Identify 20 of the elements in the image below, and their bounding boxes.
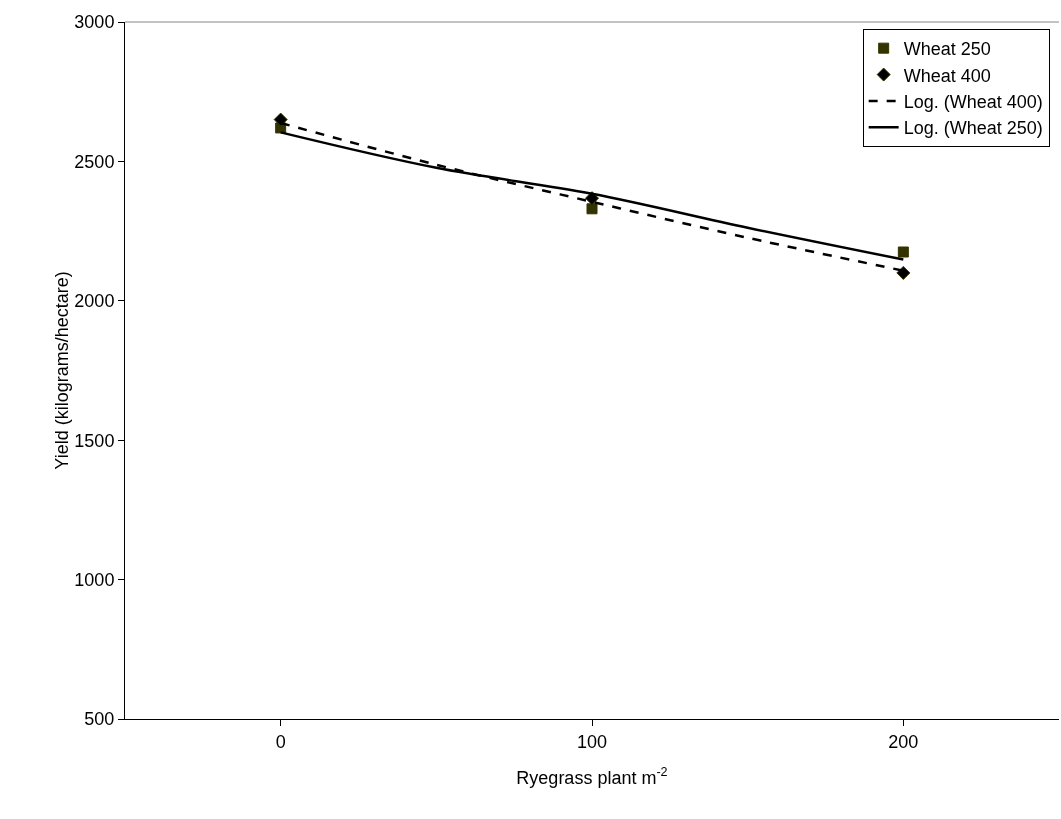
y-tick-label: 2000 [74, 291, 115, 312]
y-axis-title: Yield (kilograms/hectare) [52, 271, 73, 470]
y-tick-label: 500 [84, 709, 115, 730]
y-tick-label: 1500 [74, 430, 115, 451]
x-axis-title: Ryegrass plant m$^{-2}$ [516, 765, 668, 788]
legend-label: Log. (Wheat 250) [903, 118, 1043, 139]
point [586, 203, 598, 215]
legend-label: Log. (Wheat 400) [903, 91, 1043, 112]
legend-label: Wheat 250 [903, 39, 991, 60]
y-tick-label: 1000 [74, 569, 115, 590]
point [897, 246, 909, 258]
point [273, 112, 288, 127]
y-tick-label: 2500 [74, 151, 115, 172]
point [585, 191, 599, 206]
y-tick-label: 3000 [74, 12, 115, 33]
legend-label: Wheat 400 [903, 65, 991, 86]
x-tick-label: 0 [275, 731, 286, 752]
x-tick-label: 100 [576, 731, 608, 752]
x-tick-label: 200 [888, 731, 919, 752]
point [896, 265, 911, 280]
